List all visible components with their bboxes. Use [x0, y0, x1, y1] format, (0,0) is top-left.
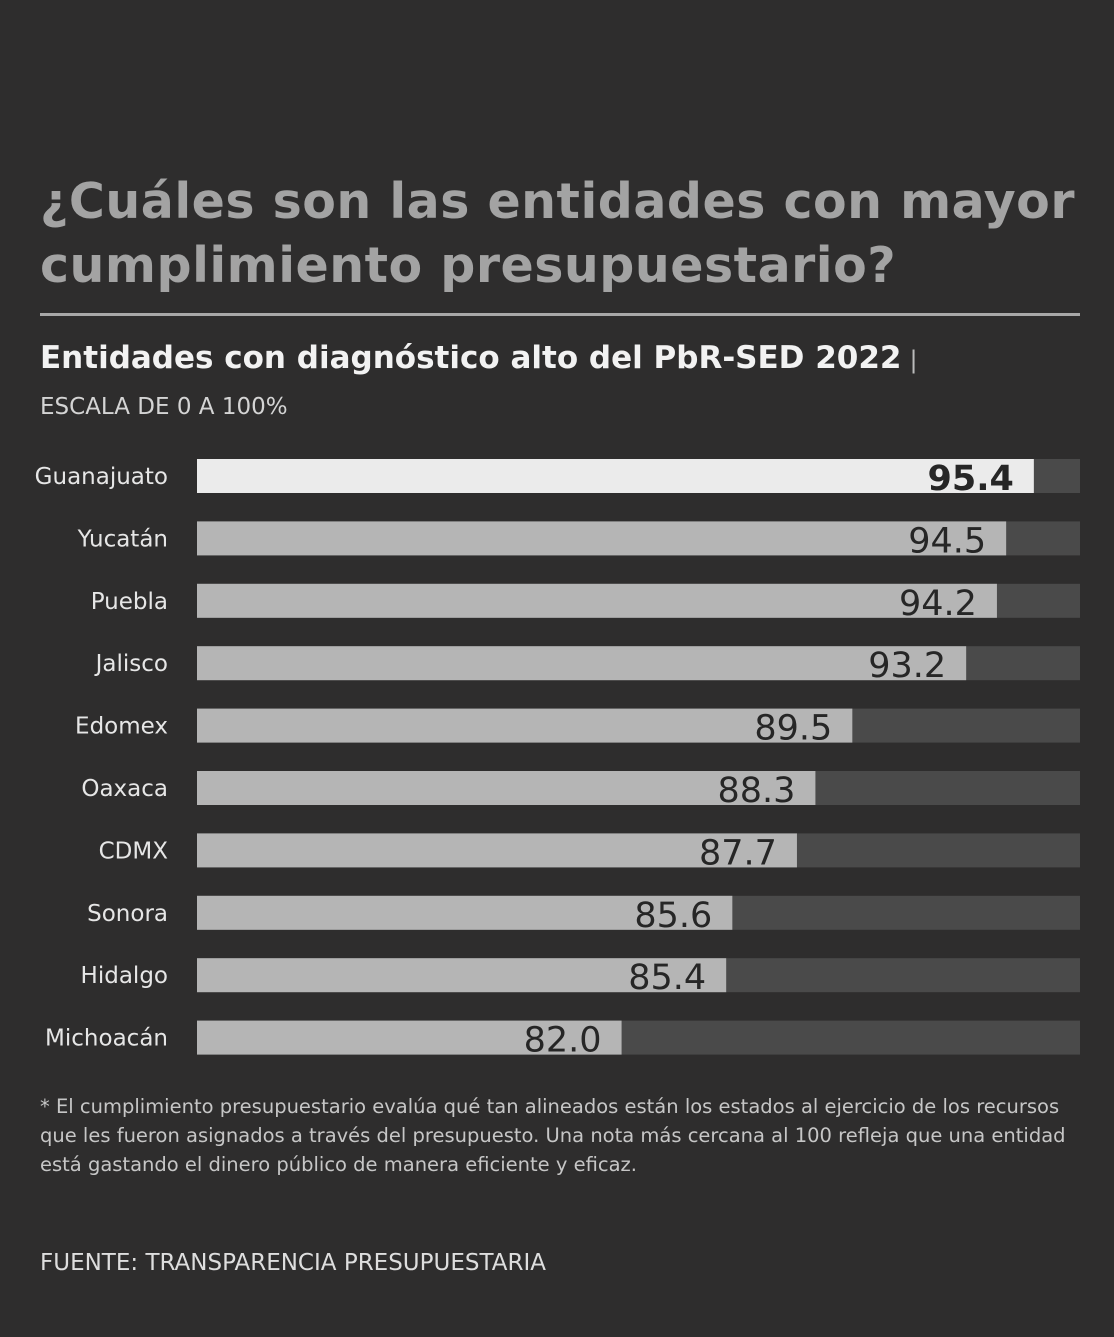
- value-label: 88.3: [717, 771, 795, 811]
- value-label: 82.0: [524, 1021, 602, 1061]
- category-label: Puebla: [91, 589, 168, 615]
- bar: [197, 521, 1007, 556]
- category-label: Edomex: [75, 714, 168, 740]
- value-label: 85.6: [634, 896, 712, 936]
- category-label: Guanajuato: [35, 464, 168, 490]
- category-label: Oaxaca: [81, 776, 168, 802]
- bar: [197, 895, 733, 930]
- title-divider: [40, 313, 1080, 316]
- bar: [197, 583, 997, 618]
- value-label: 89.5: [754, 709, 832, 749]
- source-note: FUENTE: TRANSPARENCIA PRESUPUESTARIA: [40, 1250, 546, 1276]
- chart-subtitle: Entidades con diagnóstico alto del PbR-S…: [40, 340, 918, 376]
- category-label: Hidalgo: [81, 963, 168, 989]
- bar: [197, 646, 967, 681]
- bar: [197, 708, 853, 743]
- subtitle-text: Entidades con diagnóstico alto del PbR-S…: [40, 340, 902, 376]
- bar: [197, 459, 1034, 493]
- subtitle-separator: |: [909, 346, 918, 374]
- value-label: 94.2: [899, 584, 977, 624]
- infographic-title: ¿Cuáles son las entidades con mayor cump…: [40, 173, 1075, 294]
- bar: [197, 1020, 622, 1055]
- bar: [197, 771, 816, 805]
- bar: [197, 958, 727, 993]
- value-label: 85.4: [628, 958, 706, 998]
- value-label: 95.4: [927, 459, 1013, 499]
- footnote: * El cumplimiento presupuestario evalúa …: [40, 1095, 1066, 1176]
- bar: [197, 833, 797, 868]
- category-label: Jalisco: [94, 651, 168, 677]
- category-label: Yucatán: [77, 526, 168, 552]
- category-label: CDMX: [99, 838, 169, 864]
- value-label: 87.7: [699, 833, 777, 873]
- value-label: 93.2: [868, 646, 946, 686]
- scale-note: ESCALA DE 0 A 100%: [40, 394, 288, 420]
- value-label: 94.5: [908, 521, 986, 561]
- category-label: Sonora: [87, 901, 168, 927]
- category-label: Michoacán: [45, 1026, 168, 1052]
